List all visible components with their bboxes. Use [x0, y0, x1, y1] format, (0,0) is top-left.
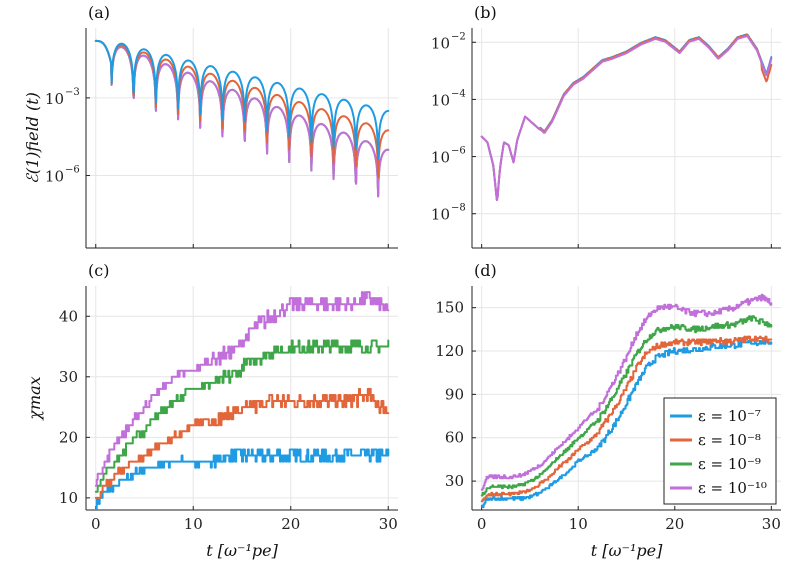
x-tick-label: 30 — [379, 515, 398, 533]
series-group — [94, 39, 390, 198]
y-tick-label: 20 — [59, 428, 78, 446]
series-line — [480, 293, 773, 491]
y-tick-label: 10 — [45, 168, 64, 186]
y-axis-label: χmax — [25, 376, 44, 420]
series-line — [94, 291, 390, 487]
series-line — [94, 39, 390, 198]
y-tick-label: 60 — [445, 429, 464, 447]
y-tick-exponent: −3 — [65, 87, 80, 98]
series-line — [94, 339, 390, 493]
x-tick-label: 20 — [665, 515, 684, 533]
series-line — [94, 39, 390, 179]
y-tick-label: 10 — [431, 91, 450, 109]
series-group — [480, 33, 773, 201]
panel-label: (d) — [474, 261, 497, 280]
legend-entry: ε = 10⁻⁹ — [698, 455, 761, 473]
y-tick-label: 10 — [59, 489, 78, 507]
panel-d: (d) 30 60 90 120 150 0 10 20 30 t [ω⁻¹pe] — [435, 261, 781, 560]
x-tick-label: 20 — [281, 515, 300, 533]
x-tick-label: 0 — [477, 515, 487, 533]
series-line — [94, 448, 390, 510]
x-tick-label: 30 — [762, 515, 781, 533]
panel-a: (a)10 −310 −6ℰ(1)field (t) — [23, 3, 398, 249]
y-tick-exponent: −2 — [451, 31, 466, 42]
y-tick-label: 10 — [431, 206, 450, 224]
y-tick-label: 120 — [435, 342, 464, 360]
series-line — [94, 39, 390, 198]
y-tick-label: 40 — [59, 307, 78, 325]
y-tick-label: 10 — [431, 149, 450, 167]
y-tick-label: 150 — [435, 299, 464, 317]
series-line — [94, 39, 390, 160]
legend-entry: ε = 10⁻⁸ — [698, 431, 761, 449]
series-line — [480, 35, 773, 201]
x-tick-label: 10 — [184, 515, 203, 533]
y-tick-label: 30 — [59, 368, 78, 386]
y-tick-exponent: −6 — [65, 165, 80, 176]
legend-entry: ε = 10⁻¹⁰ — [698, 479, 767, 497]
y-tick-label: 10 — [431, 34, 450, 52]
y-tick-exponent: −6 — [451, 146, 466, 157]
x-tick-label: 10 — [569, 515, 588, 533]
series-line — [480, 315, 773, 497]
y-tick-exponent: −4 — [451, 88, 466, 99]
legend: ε = 10⁻⁷ ε = 10⁻⁸ ε = 10⁻⁹ ε = 10⁻¹⁰ — [663, 397, 777, 505]
panel-c: (c) 10 20 30 40 0 10 20 30 t [ω⁻¹pe] χmax — [25, 261, 398, 560]
panel-label: (a) — [88, 3, 110, 22]
y-tick-label: 90 — [445, 385, 464, 403]
y-tick-label: 30 — [445, 472, 464, 490]
panel-b: (b)10−210−410−610−8 — [431, 3, 781, 249]
series-line — [480, 335, 773, 503]
x-axis-label: t [ω⁻¹pe] — [206, 541, 278, 560]
series-line — [94, 387, 390, 499]
panel-label: (c) — [88, 261, 109, 280]
y-tick-exponent: −8 — [451, 203, 466, 214]
panel-label: (b) — [474, 3, 497, 22]
y-tick-label: 10 — [45, 90, 64, 108]
x-axis-label: t [ω⁻¹pe] — [591, 541, 663, 560]
series-group — [480, 293, 773, 509]
legend-entry: ε = 10⁻⁷ — [698, 407, 761, 425]
series-line — [480, 338, 773, 509]
y-axis-label: ℰ(1)field (t) — [23, 92, 42, 184]
x-tick-label: 0 — [91, 515, 101, 533]
series-group — [94, 291, 390, 510]
